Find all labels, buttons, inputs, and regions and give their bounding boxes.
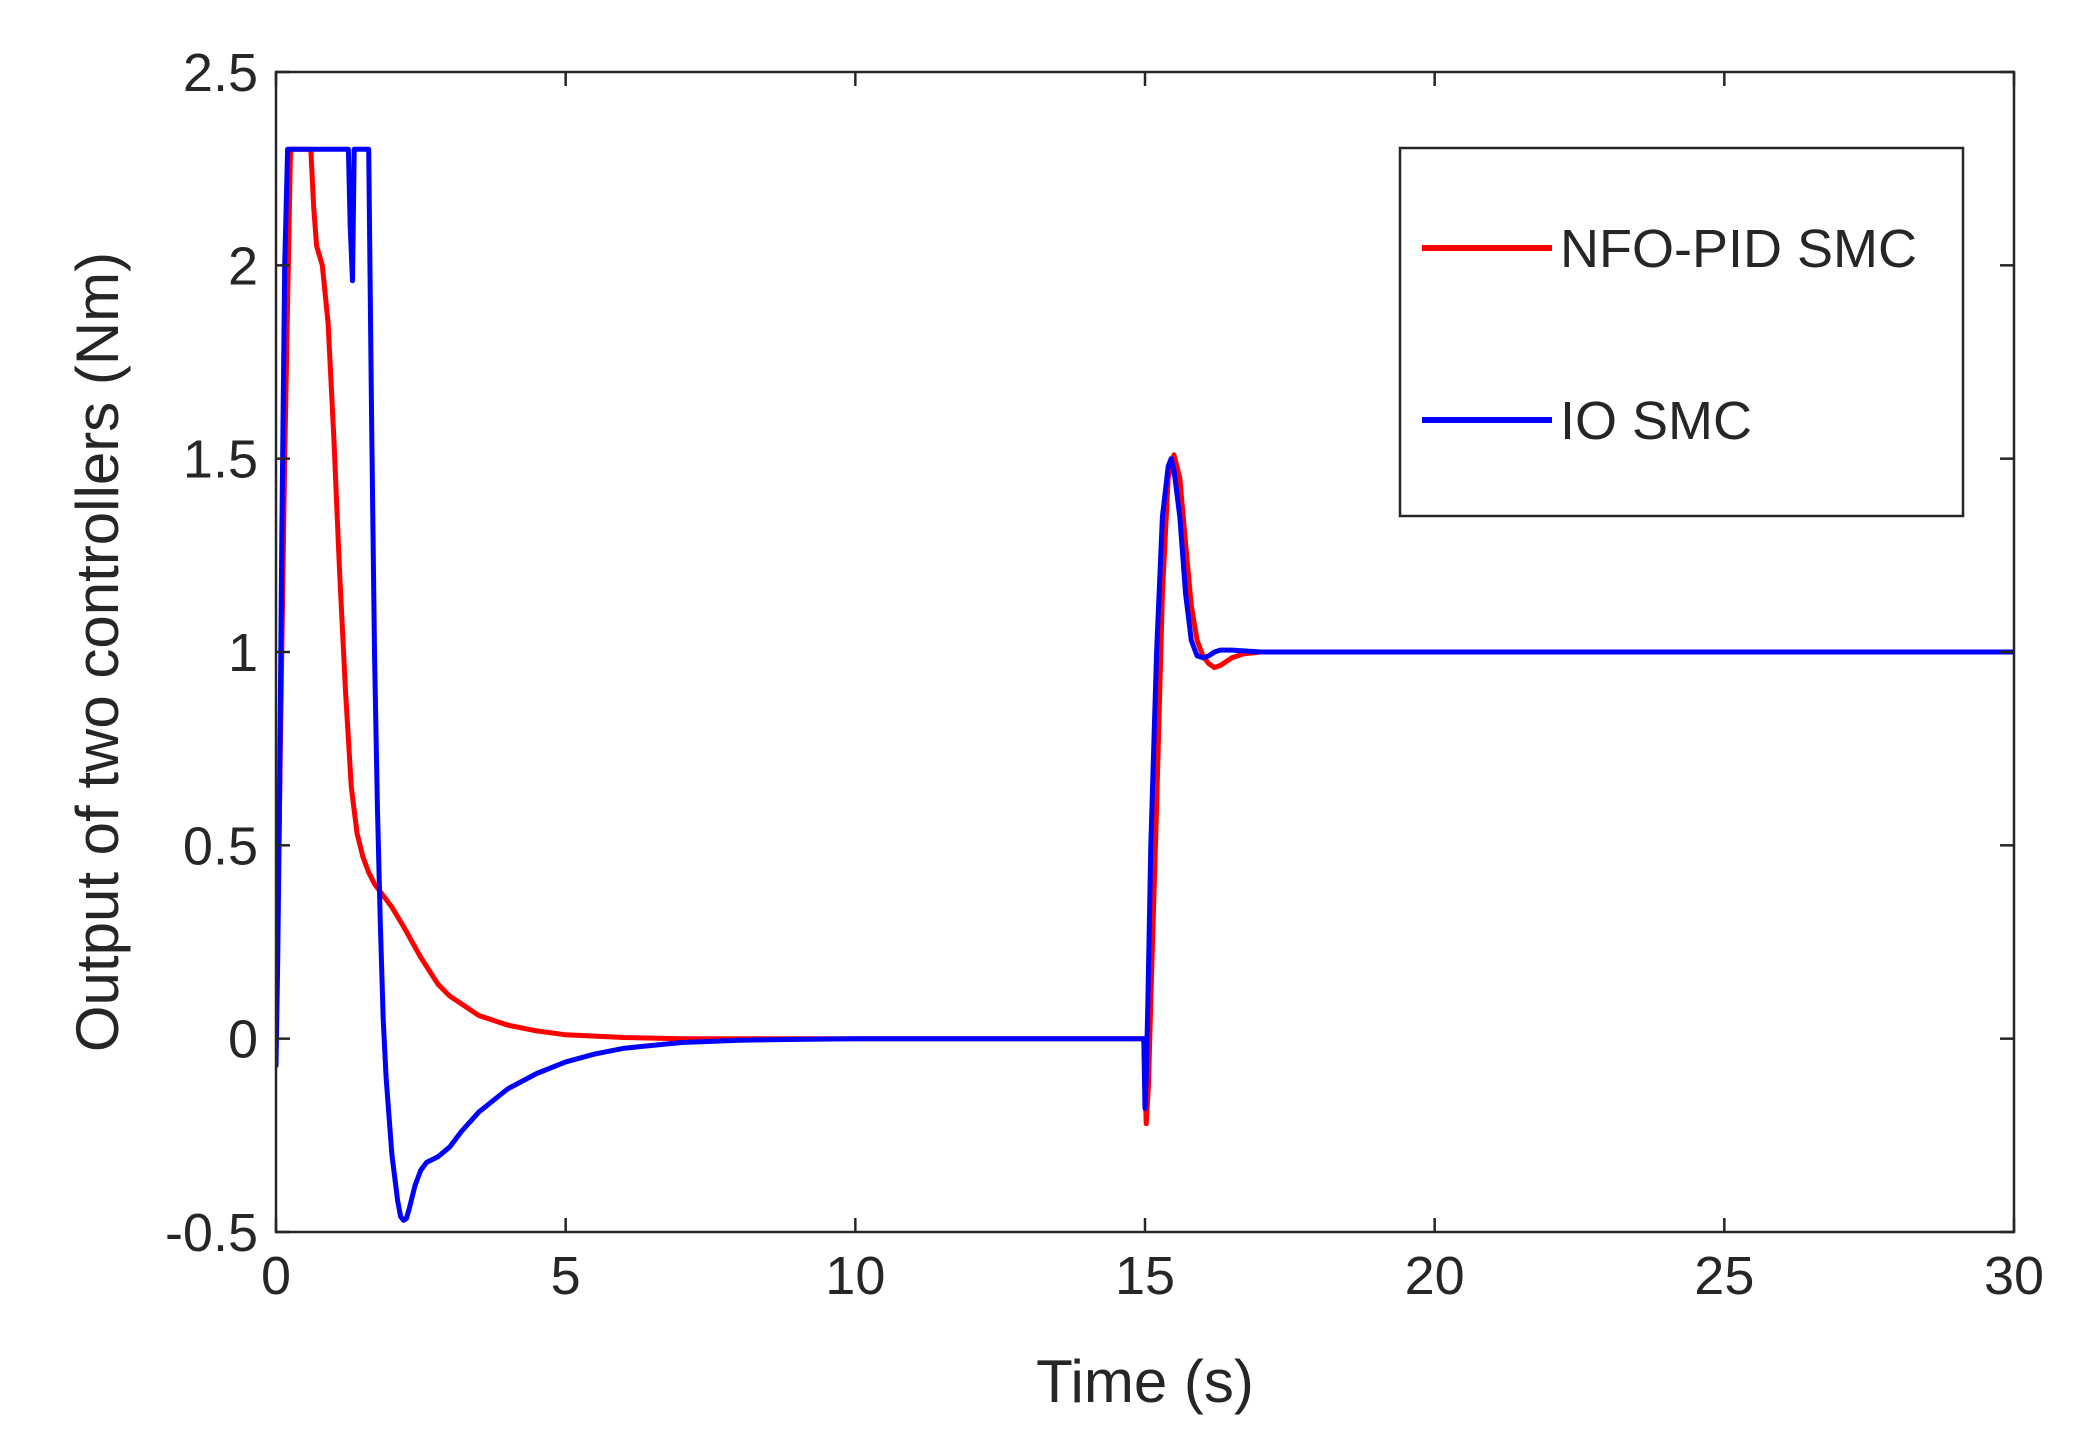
y-axis-label: Output of two controllers (Nm) xyxy=(64,252,131,1052)
x-tick-label: 20 xyxy=(1405,1246,1465,1306)
series-line-io-smc xyxy=(276,146,2014,1223)
legend-label-nfo-pid-smc: NFO-PID SMC xyxy=(1560,219,1917,279)
x-tick-label: 0 xyxy=(261,1246,291,1306)
series-line-nfo-pid-smc xyxy=(276,146,2014,1127)
x-tick-label: 5 xyxy=(551,1246,581,1306)
x-tick-label: 25 xyxy=(1694,1246,1754,1306)
x-axis-label: Time (s) xyxy=(1036,1348,1254,1415)
y-tick-label: 1.5 xyxy=(183,430,258,490)
series-layer xyxy=(276,146,2014,1223)
y-tick-label: -0.5 xyxy=(165,1203,258,1263)
ticks-layer: 0 5 10 15 20 25 30-0.500.511.522.5 xyxy=(165,43,2044,1306)
legend: NFO-PID SMC IO SMC xyxy=(1398,146,1965,518)
legend-box xyxy=(1398,146,1965,518)
y-tick-label: 0 xyxy=(228,1010,258,1070)
y-tick-label: 2.5 xyxy=(183,43,258,103)
legend-label-io-smc: IO SMC xyxy=(1560,391,1752,451)
y-tick-label: 1 xyxy=(228,623,258,683)
y-tick-label: 0.5 xyxy=(183,816,258,876)
x-tick-label: 10 xyxy=(825,1246,885,1306)
x-tick-label: 30 xyxy=(1984,1246,2044,1306)
y-tick-label: 2 xyxy=(228,236,258,296)
x-tick-label: 15 xyxy=(1115,1246,1175,1306)
